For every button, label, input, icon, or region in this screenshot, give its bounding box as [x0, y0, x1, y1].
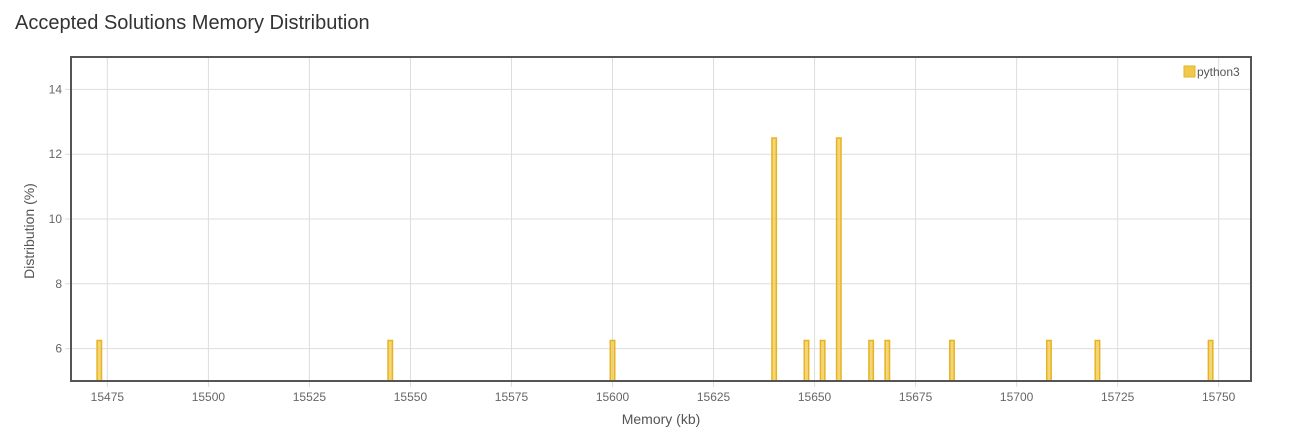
x-tick-label: 15625	[697, 390, 731, 404]
bar[interactable]	[609, 339, 616, 382]
bar[interactable]	[868, 339, 875, 382]
y-tick-labels: 6 8 10 12 14	[49, 82, 63, 355]
x-tick-label: 15475	[91, 390, 125, 404]
x-tick-label: 15500	[192, 390, 226, 404]
grid-lines	[65, 57, 1251, 387]
bar[interactable]	[387, 339, 394, 382]
x-tick-label: 15600	[596, 390, 630, 404]
page-title: Accepted Solutions Memory Distribution	[15, 12, 370, 34]
x-tick-label: 15650	[798, 390, 832, 404]
bar[interactable]	[948, 339, 955, 382]
y-tick-label: 6	[55, 342, 62, 356]
legend-swatch	[1183, 65, 1196, 78]
y-tick-label: 12	[49, 147, 63, 161]
bar[interactable]	[819, 339, 826, 382]
legend[interactable]: python3	[1183, 65, 1240, 79]
y-tick-label: 8	[55, 277, 62, 291]
bars	[96, 137, 1214, 382]
bar[interactable]	[835, 137, 842, 382]
x-tick-label: 15750	[1202, 390, 1236, 404]
x-tick-labels: 15475 15500 15525 15550 15575 15600 15625 15650…	[91, 390, 1236, 404]
x-tick-label: 15700	[1000, 390, 1034, 404]
bar[interactable]	[771, 137, 778, 382]
x-tick-label: 15525	[293, 390, 327, 404]
bar[interactable]	[1094, 339, 1101, 382]
plot-frame	[70, 56, 1252, 382]
x-tick-label: 15575	[495, 390, 529, 404]
y-axis-label: Distribution (%)	[21, 183, 37, 279]
bar[interactable]	[803, 339, 810, 382]
x-tick-label: 15550	[394, 390, 428, 404]
y-tick-label: 10	[49, 212, 63, 226]
bar[interactable]	[884, 339, 891, 382]
bar[interactable]	[1207, 339, 1214, 382]
bar[interactable]	[1045, 339, 1052, 382]
x-tick-label: 15725	[1101, 390, 1135, 404]
x-tick-label: 15675	[899, 390, 933, 404]
legend-label: python3	[1197, 65, 1240, 79]
x-axis-label: Memory (kb)	[622, 411, 701, 427]
bar[interactable]	[96, 339, 103, 382]
y-tick-label: 14	[49, 82, 63, 96]
